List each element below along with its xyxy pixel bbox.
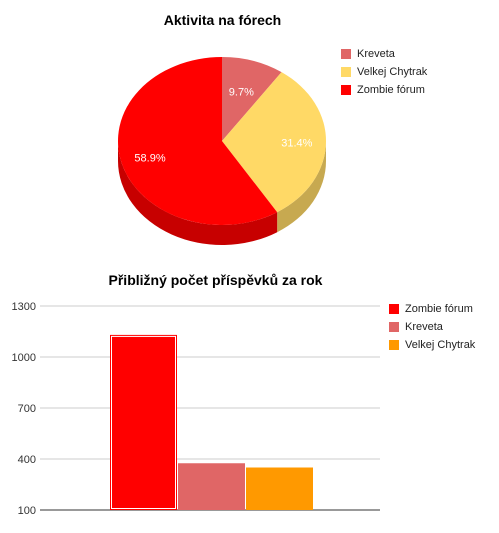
y-tick-label: 700 [18, 403, 36, 415]
bar-legend: Zombie fórum Kreveta Velkej Chytrak [389, 300, 475, 354]
pie-slice-velkej-chytrak [222, 72, 326, 213]
bar-legend-item[interactable]: Zombie fórum [389, 300, 475, 318]
y-tick-label: 400 [18, 454, 36, 466]
legend-label: Velkej Chytrak [405, 339, 476, 351]
y-tick-label: 1300 [12, 301, 36, 313]
bar-chart-title: Přibližný počet příspěvků za rok [108, 272, 323, 288]
pie-slice-label: 58.9% [134, 153, 165, 165]
pie-slice-label: 31.4% [281, 138, 312, 150]
legend-swatch [389, 340, 399, 350]
legend-swatch [389, 322, 399, 332]
pie-chart-title: Aktivita na fórech [163, 12, 282, 28]
pie-legend-item[interactable]: Zombie fórum [341, 81, 427, 99]
pie-side-zombie-fórum [118, 141, 278, 245]
legend-label: Kreveta [405, 321, 443, 333]
legend-label: Kreveta [357, 48, 395, 60]
legend-label: Zombie fórum [405, 303, 473, 315]
pie-legend: Kreveta Velkej Chytrak Zombie fórum [341, 45, 427, 99]
y-tick-label: 100 [18, 505, 36, 517]
pie-slice-zombie-fórum [117, 57, 278, 225]
legend-swatch [389, 304, 399, 314]
pie-legend-item[interactable]: Velkej Chytrak [341, 63, 427, 81]
pie-slice-label: 9.7% [229, 86, 254, 98]
bar-legend-item[interactable]: Velkej Chytrak [389, 336, 475, 354]
pie-legend-item[interactable]: Kreveta [341, 45, 427, 63]
y-tick-label: 1000 [12, 352, 36, 364]
legend-swatch [341, 49, 351, 59]
bar-kreveta [178, 463, 245, 510]
bar-zombie-fórum [110, 334, 177, 510]
bar-velkej-chytrak [246, 467, 313, 510]
bar-legend-item[interactable]: Kreveta [389, 318, 475, 336]
legend-label: Zombie fórum [357, 84, 425, 96]
pie-side-velkej-chytrak [277, 141, 326, 233]
legend-swatch [341, 85, 351, 95]
pie-slice-kreveta [222, 57, 282, 141]
legend-swatch [341, 67, 351, 77]
bar-highlight-outline [111, 335, 176, 509]
legend-label: Velkej Chytrak [357, 66, 428, 78]
